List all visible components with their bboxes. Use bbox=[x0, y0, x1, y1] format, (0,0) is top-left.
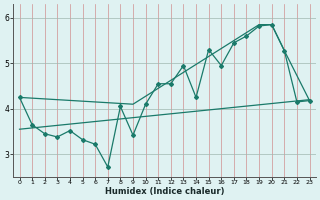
X-axis label: Humidex (Indice chaleur): Humidex (Indice chaleur) bbox=[105, 187, 224, 196]
